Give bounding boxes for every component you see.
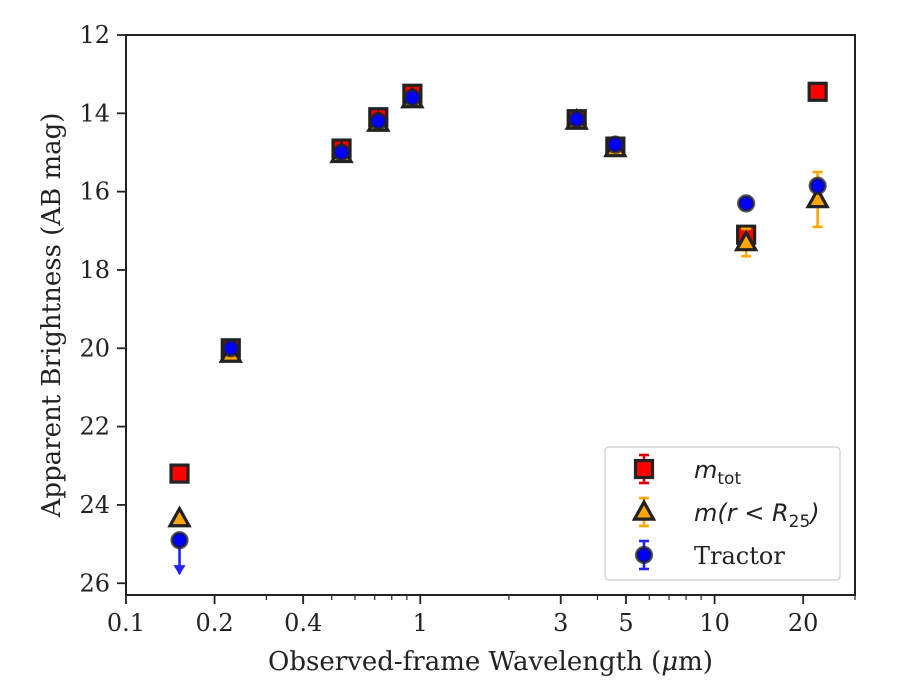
upper-limit-arrowhead (173, 565, 186, 576)
data-point-circle (808, 176, 827, 195)
x-tick-label: 0.4 (284, 609, 322, 637)
legend-item-mr25: m(r < R25) (631, 496, 820, 532)
legend-marker-circle (634, 545, 654, 565)
data-point-triangle (733, 229, 759, 252)
data-point-circle (332, 143, 351, 162)
points-layer (167, 81, 830, 576)
data-point-circle (221, 339, 240, 358)
data-point-square (169, 463, 190, 484)
y-tick-label: 20 (79, 334, 110, 362)
legend-label-tractor: Tractor (694, 542, 785, 570)
y-tick-label: 24 (79, 491, 110, 519)
legend-label-mr25: m(r < R25) (694, 499, 820, 532)
y-tick-label: 26 (79, 569, 110, 597)
series-mtot (169, 81, 828, 484)
x-tick-label: 10 (699, 609, 730, 637)
data-point-circle (369, 112, 388, 131)
y-tick-label: 16 (79, 178, 110, 206)
data-point-square (807, 81, 828, 102)
plot-frame (125, 34, 856, 596)
y-tick-label: 22 (79, 413, 110, 441)
series-tractor (170, 88, 827, 576)
legend-item-tractor: Tractor (634, 539, 785, 571)
data-point-triangle (805, 186, 830, 209)
x-axis-label: Observed-frame Wavelength (μm) (268, 647, 713, 677)
x-tick-label: 0.1 (107, 609, 145, 637)
x-tick-label: 1 (413, 609, 428, 637)
y-tick-label: 12 (79, 21, 110, 49)
x-tick-label: 0.2 (196, 609, 234, 637)
legend-box (604, 446, 841, 581)
ticks-layer: 0.1 0.2 0.4 1 3 5 10 20 12 14 16 18 20 22 24 26 (79, 21, 856, 637)
x-tick-label: 20 (788, 609, 819, 637)
data-point-circle (403, 88, 422, 107)
legend-marker-square (633, 458, 655, 480)
y-tick-label: 14 (79, 99, 110, 127)
data-point-circle (737, 194, 756, 213)
x-tick-label: 3 (553, 609, 568, 637)
y-tick-label: 18 (79, 256, 110, 284)
data-point-circle (567, 110, 586, 129)
legend: mtot m(r < R25) Tractor (604, 446, 841, 581)
legend-marker-triangle (631, 498, 657, 521)
x-tick-label: 5 (618, 609, 633, 637)
data-point-circle (170, 531, 189, 550)
data-point-triangle (167, 505, 192, 528)
legend-item-mtot: mtot (633, 453, 741, 489)
data-point-circle (606, 135, 625, 154)
y-axis-label: Apparent Brightness (AB mag) (37, 113, 67, 519)
legend-label-mtot: mtot (694, 456, 741, 489)
